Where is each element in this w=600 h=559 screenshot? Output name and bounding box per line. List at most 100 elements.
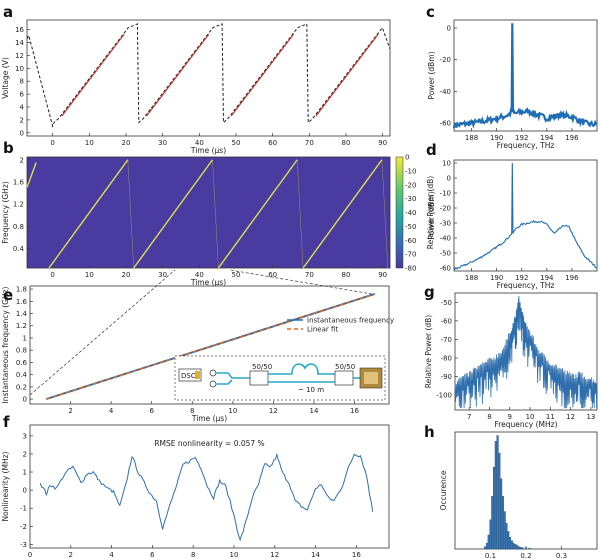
chirp-trace: [27, 162, 37, 188]
x-tick-label: 0: [28, 551, 32, 559]
series-linear-segment: [146, 33, 210, 117]
chirp-flyback: [381, 159, 389, 268]
plot-frame-f: [29, 424, 390, 549]
dso-screen: [195, 371, 200, 379]
x-tick-label: 6: [150, 551, 155, 559]
x-tick-label: 0: [50, 139, 54, 147]
histogram-bar: [514, 544, 517, 550]
y-tick-label: 0.2: [16, 383, 27, 391]
histogram-bar: [498, 452, 501, 550]
y-tick-label: 4: [20, 104, 25, 112]
y-tick-label: -70: [441, 336, 452, 344]
spectrum-trace: [453, 162, 598, 271]
series-nonlinearity: [39, 452, 374, 542]
histogram-bar: [487, 534, 490, 550]
chirp-trace: [48, 159, 129, 268]
panel-d: 188 190 192 194 196 10 0 -10 -20 -30 -40 -50 -60 Freq…: [426, 141, 598, 290]
y-tick-label: 2: [20, 156, 24, 164]
y-tick-label: 1.6: [13, 178, 25, 186]
histogram-bar: [517, 546, 520, 550]
y-tick-label: 12: [15, 52, 24, 60]
delay-label: ~ 10 m: [298, 386, 324, 394]
y-tick-label: 0: [447, 175, 451, 183]
colorbar: [395, 156, 404, 269]
zoom-guide-left: [29, 269, 176, 396]
series-linear-segment: [315, 33, 379, 117]
x-tick-label: 10: [230, 551, 239, 559]
y-axis-label: Nonlinearity (MHz): [1, 451, 10, 521]
y-tick-label: 1.4: [16, 310, 28, 318]
y-tick-label: -1: [20, 505, 27, 513]
x-tick-label: 11: [546, 413, 555, 421]
fiber-delay-loop: [291, 363, 335, 375]
legend-label-instantaneous: Instantaneous frequency: [307, 317, 394, 325]
series-ramp-voltage: [27, 23, 390, 128]
x-tick-label: 50: [232, 139, 241, 147]
y-axis-label: Frequency (GHz): [1, 181, 10, 243]
y-tick-label: -3: [20, 541, 27, 549]
y-tick-label: -30: [440, 220, 451, 228]
chirp-trace: [133, 159, 214, 268]
series-linear-segment: [61, 33, 125, 117]
x-tick-label: 16: [352, 551, 361, 559]
x-tick-label: 20: [122, 271, 131, 279]
y-axis-label: Relative Power (dB): [424, 315, 433, 389]
y-tick-label: 1: [23, 334, 27, 342]
histogram-bar: [491, 496, 494, 550]
y-tick-label: 0.8: [16, 347, 27, 355]
x-tick-label: 192: [515, 134, 528, 142]
y-tick-label: 3: [23, 432, 27, 440]
y-tick-label: 1.2: [16, 322, 27, 330]
fiber: [268, 373, 335, 383]
histogram-bar: [528, 547, 531, 550]
y-tick-label: 0.8: [13, 223, 24, 231]
histogram-bar: [485, 542, 488, 550]
histogram-bar: [507, 531, 510, 550]
panel-b: 0 10 20 30 40 50 60 70 80 90 0.4 0.8 1.2 1.6 2 Time (μs…: [1, 139, 435, 287]
x-tick-label: 80: [342, 271, 351, 279]
x-tick-label: 14: [311, 551, 320, 559]
laser-chip-face: [364, 372, 378, 384]
coupler-1: [249, 370, 269, 386]
plot-frame-b: [26, 156, 391, 269]
y-tick-label: 10: [442, 160, 451, 168]
x-tick-label: 30: [158, 139, 167, 147]
y-tick-label: -50: [440, 250, 451, 258]
legend-label-linear-fit: Linear fit: [307, 326, 338, 334]
y-tick-label: 2: [20, 116, 24, 124]
plot-frame-c: [453, 19, 598, 132]
colorbar-tick-label: 0: [405, 154, 409, 162]
panel-g: 7 8 9 10 11 12 13 -50 -60 -70 -80 -90 -100 Frequency …: [424, 283, 598, 429]
colorbar-tick-label: -70: [405, 251, 416, 259]
histogram-bar: [521, 547, 524, 550]
y-tick-label: 8: [20, 78, 24, 86]
y-tick-label: -40: [440, 235, 451, 243]
y-tick-label: 1.6: [16, 298, 28, 306]
y-tick-label: 1.2: [13, 201, 24, 209]
y-tick-label: 14: [15, 39, 24, 47]
x-tick-label: 0.3: [556, 552, 567, 559]
histogram-bar: [516, 545, 519, 550]
y-tick-label: -40: [440, 88, 451, 96]
y-tick-label: 10: [15, 65, 24, 73]
chirp-flyback: [212, 159, 219, 268]
panel-label-a: a: [3, 3, 13, 21]
x-axis-label: Time (μs): [190, 146, 226, 155]
x-tick-label: 194: [540, 134, 554, 142]
histogram-bar: [519, 547, 522, 550]
x-tick-label: 14: [309, 407, 318, 415]
y-tick-label: 1.8: [16, 286, 27, 294]
photodiode: [209, 380, 217, 388]
colorbar-tick-label: -40: [405, 209, 416, 217]
histogram-bar: [505, 523, 508, 550]
panel-label-c: c: [426, 3, 435, 21]
chirp-flyback: [127, 159, 134, 268]
colorbar-tick-label: -60: [405, 237, 416, 245]
x-tick-label: 0.2: [520, 552, 531, 559]
x-tick-label: 190: [490, 134, 503, 142]
colorbar-label: Relative Power (dB): [426, 176, 435, 250]
x-tick-label: 9: [508, 413, 512, 421]
y-tick-label: -60: [440, 120, 451, 128]
